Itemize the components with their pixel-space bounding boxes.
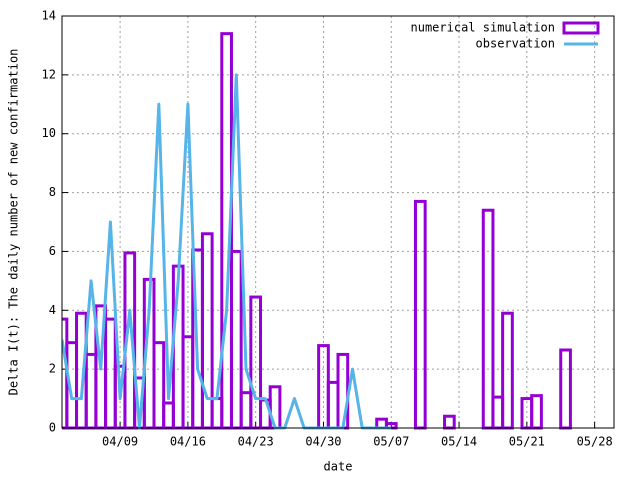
y-tick-label: 2 bbox=[49, 362, 56, 376]
bar bbox=[443, 414, 456, 430]
bar bbox=[336, 352, 350, 430]
bar bbox=[481, 208, 495, 430]
bar bbox=[530, 394, 543, 430]
y-tick-label: 14 bbox=[42, 9, 56, 23]
x-tick-label: 05/28 bbox=[577, 435, 613, 449]
x-tick-label: 04/16 bbox=[170, 435, 206, 449]
y-axis-label: Delta I(t): The daily number of new conf… bbox=[7, 49, 21, 396]
y-tick-label: 0 bbox=[49, 421, 56, 435]
x-tick-label: 05/14 bbox=[441, 435, 477, 449]
line bbox=[62, 73, 392, 430]
y-tick-label: 4 bbox=[49, 303, 56, 317]
bar bbox=[413, 199, 427, 430]
legend-swatch bbox=[562, 21, 600, 35]
x-tick-label: 05/21 bbox=[509, 435, 545, 449]
x-tick-label: 04/23 bbox=[238, 435, 274, 449]
legend-label: numerical simulation bbox=[411, 21, 556, 35]
x-tick-label: 04/09 bbox=[102, 435, 138, 449]
x-axis-label: date bbox=[324, 460, 353, 474]
legend-label: observation bbox=[476, 37, 555, 51]
x-tick-label: 04/30 bbox=[305, 435, 341, 449]
y-tick-label: 8 bbox=[49, 185, 56, 199]
y-tick-label: 10 bbox=[42, 126, 56, 140]
plot-frame bbox=[61, 15, 615, 429]
y-tick-label: 6 bbox=[49, 244, 56, 258]
x-tick-label: 05/07 bbox=[373, 435, 409, 449]
y-tick-label: 12 bbox=[42, 67, 56, 81]
bar bbox=[559, 348, 572, 430]
bar bbox=[501, 311, 514, 430]
